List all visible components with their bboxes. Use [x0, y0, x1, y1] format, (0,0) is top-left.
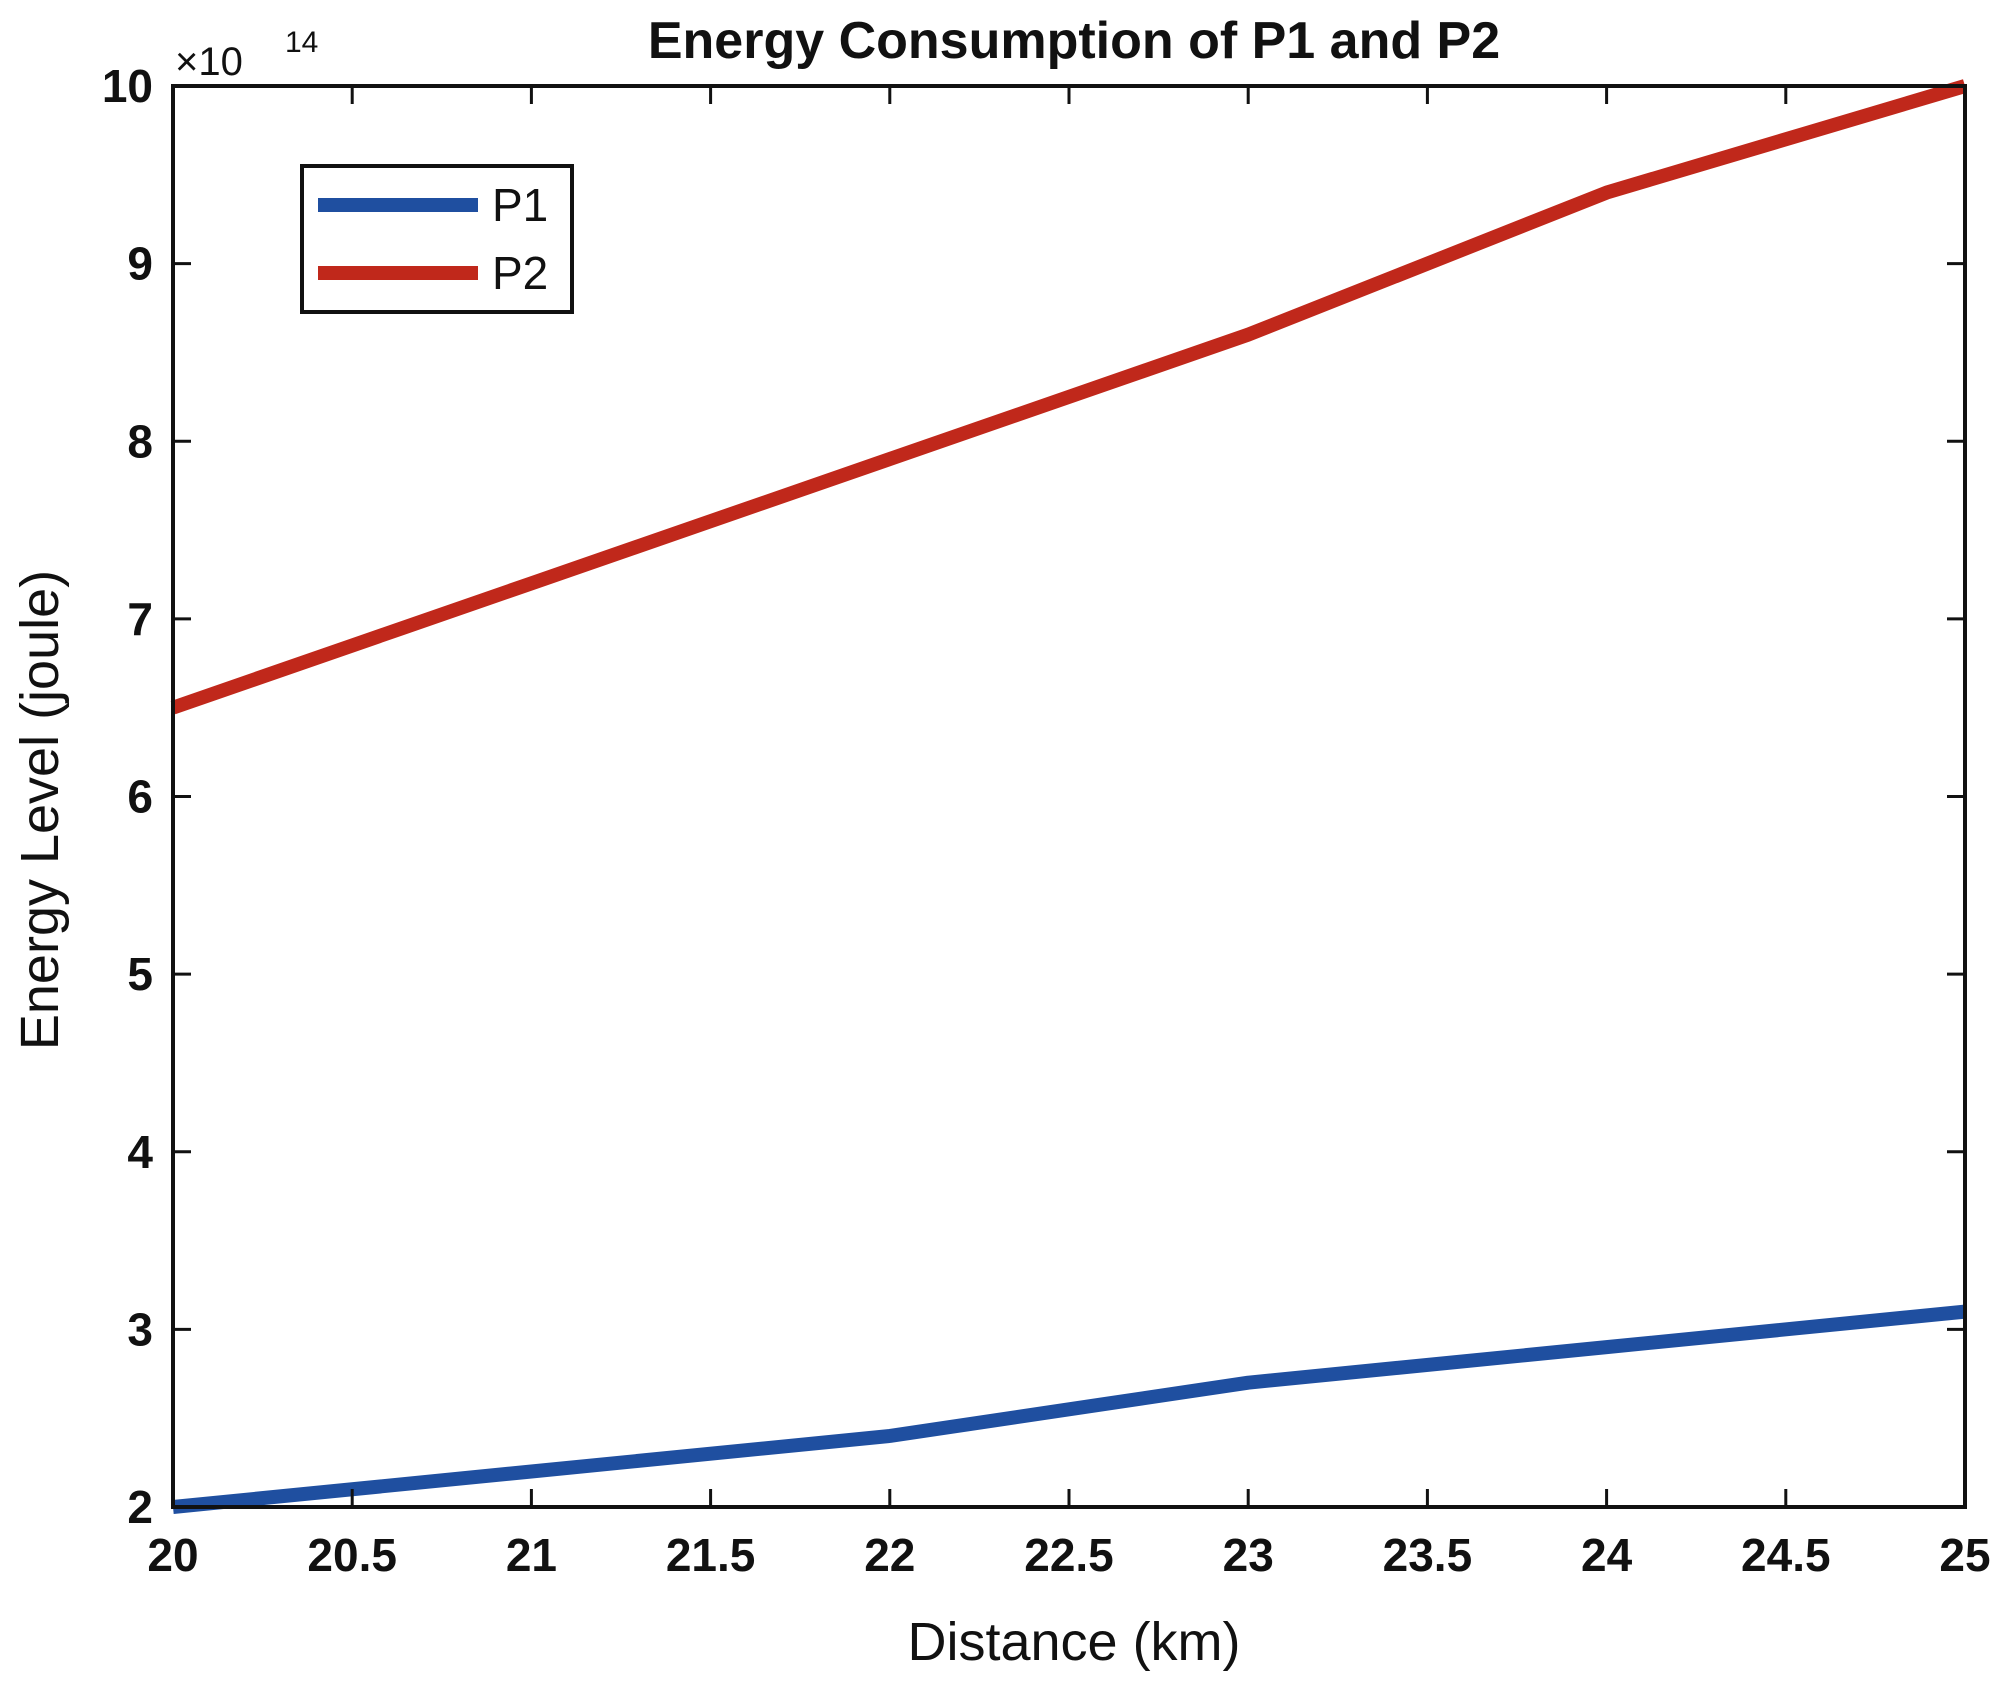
x-tick-label: 22.5 — [1024, 1529, 1114, 1581]
x-tick-label: 25 — [1939, 1529, 1990, 1581]
legend-label-p2: P2 — [492, 247, 548, 299]
y-tick-label: 4 — [127, 1126, 153, 1178]
y-tick-label: 6 — [127, 771, 153, 823]
y-scale-exponent: 14 — [285, 26, 318, 59]
x-axis-label: Distance (km) — [907, 1612, 1240, 1672]
x-axis: 20 20.5 21 21.5 22 22.5 23 23.5 24 24.5 25 — [147, 86, 1991, 1581]
x-tick-label: 20 — [147, 1529, 198, 1581]
y-tick-label: 7 — [127, 593, 153, 645]
x-tick-label: 22 — [864, 1529, 915, 1581]
series-line-p2 — [170, 79, 1967, 715]
y-scale-multiplier: ×10 14 — [175, 26, 318, 84]
legend-box — [300, 164, 574, 314]
y-tick-label: 9 — [127, 238, 153, 290]
x-tick-label: 23 — [1223, 1529, 1274, 1581]
y-tick-label: 10 — [102, 60, 153, 112]
x-tick-label: 20.5 — [307, 1529, 397, 1581]
x-tick-label: 23.5 — [1383, 1529, 1473, 1581]
x-tick-label: 21 — [506, 1529, 557, 1581]
x-tick-label: 21.5 — [666, 1529, 756, 1581]
series-line-p1 — [172, 1304, 1966, 1514]
legend-label-p1: P1 — [492, 179, 548, 231]
y-tick-label: 3 — [127, 1303, 153, 1355]
y-axis: 2 3 4 5 6 7 8 9 10 — [102, 60, 1965, 1533]
y-tick-label: 5 — [127, 948, 153, 1000]
x-tick-label: 24 — [1581, 1529, 1633, 1581]
y-tick-label: 8 — [127, 415, 153, 467]
y-axis-label: Energy Level (joule) — [10, 570, 70, 1050]
chart-title: Energy Consumption of P1 and P2 — [648, 12, 1500, 70]
x-tick-label: 24.5 — [1741, 1529, 1831, 1581]
y-scale-base: ×10 — [175, 40, 243, 84]
y-tick-label: 2 — [127, 1481, 153, 1533]
